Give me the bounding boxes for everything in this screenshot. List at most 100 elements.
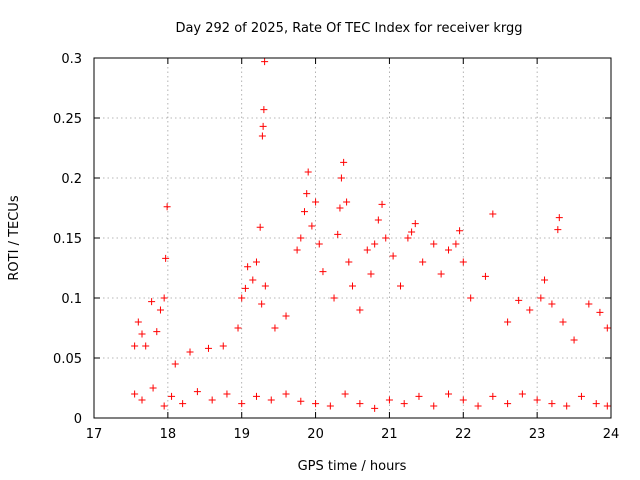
data-point xyxy=(345,258,353,266)
data-point xyxy=(186,348,194,356)
data-point xyxy=(541,276,549,284)
data-point xyxy=(445,246,453,254)
y-tick-label: 0 xyxy=(74,412,82,427)
data-point xyxy=(533,396,541,404)
data-point xyxy=(336,204,344,212)
data-point xyxy=(259,122,267,130)
data-point xyxy=(219,342,227,350)
data-point xyxy=(261,58,269,66)
data-point xyxy=(252,258,260,266)
x-tick-label: 19 xyxy=(233,427,250,442)
chart-title: Day 292 of 2025, Rate Of TEC Index for r… xyxy=(175,21,522,36)
data-point xyxy=(297,397,305,405)
data-point xyxy=(153,328,161,336)
data-point xyxy=(489,210,497,218)
data-point xyxy=(131,342,139,350)
data-point xyxy=(389,252,397,260)
data-point xyxy=(382,234,390,242)
data-point xyxy=(585,300,593,308)
data-point xyxy=(356,306,364,314)
data-point xyxy=(596,308,604,316)
y-tick-label: 0.1 xyxy=(61,292,82,307)
data-point xyxy=(340,158,348,166)
data-point xyxy=(179,400,187,408)
data-point xyxy=(385,396,393,404)
data-point xyxy=(467,294,475,302)
data-point xyxy=(570,336,578,344)
data-point xyxy=(430,402,438,410)
data-point xyxy=(411,220,419,228)
data-point xyxy=(223,390,231,398)
data-point xyxy=(261,282,269,290)
data-point xyxy=(330,294,338,302)
data-point xyxy=(474,402,482,410)
data-point xyxy=(326,402,334,410)
data-point xyxy=(489,392,497,400)
data-point xyxy=(293,246,301,254)
data-point xyxy=(282,390,290,398)
y-tick-label: 0.3 xyxy=(61,52,82,67)
y-tick-label: 0.2 xyxy=(61,172,82,187)
data-point xyxy=(258,300,266,308)
data-point xyxy=(445,390,453,398)
data-point xyxy=(312,400,320,408)
data-point xyxy=(397,282,405,290)
y-tick-label: 0.05 xyxy=(53,352,82,367)
data-point xyxy=(156,306,164,314)
data-point xyxy=(437,270,445,278)
data-point xyxy=(452,240,460,248)
data-point xyxy=(249,276,257,284)
data-point xyxy=(430,240,438,248)
data-point xyxy=(319,268,327,276)
data-point xyxy=(349,282,356,290)
data-point xyxy=(459,396,467,404)
data-point xyxy=(367,270,375,278)
data-point xyxy=(308,222,316,230)
data-point xyxy=(160,294,168,302)
data-point xyxy=(337,174,345,182)
data-point xyxy=(378,200,386,208)
x-tick-label: 23 xyxy=(529,427,546,442)
data-point xyxy=(193,388,201,396)
data-point xyxy=(603,402,611,410)
data-point xyxy=(256,223,264,231)
data-point xyxy=(315,240,323,248)
data-point xyxy=(419,258,427,266)
data-point xyxy=(537,294,545,302)
data-point xyxy=(504,318,512,326)
data-point xyxy=(271,324,279,332)
data-point xyxy=(238,294,246,302)
data-point xyxy=(171,360,179,368)
data-point xyxy=(303,190,311,198)
data-point xyxy=(356,400,364,408)
x-tick-label: 24 xyxy=(603,427,620,442)
data-point xyxy=(559,318,567,326)
data-point xyxy=(515,296,523,304)
x-tick-label: 20 xyxy=(307,427,324,442)
y-tick-label: 0.25 xyxy=(53,112,82,127)
data-point xyxy=(138,330,146,338)
data-point xyxy=(241,284,249,292)
data-point xyxy=(415,392,423,400)
data-point xyxy=(363,246,371,254)
data-point xyxy=(577,392,585,400)
data-point xyxy=(504,400,512,408)
data-point xyxy=(267,396,275,404)
data-point xyxy=(400,400,408,408)
data-point xyxy=(234,324,242,332)
data-point xyxy=(163,203,171,211)
x-tick-label: 21 xyxy=(381,427,398,442)
data-points xyxy=(131,58,611,412)
data-point xyxy=(260,106,268,114)
axis-ticks: 17 18 19 20 21 22 23 24 0 0.05 0.1 0.15 0.2 0.25 0.3 xyxy=(53,52,619,442)
data-point xyxy=(244,263,252,271)
data-point xyxy=(371,240,379,248)
data-point xyxy=(603,324,611,332)
x-tick-label: 17 xyxy=(86,427,103,442)
data-point xyxy=(238,400,246,408)
data-point xyxy=(374,216,382,224)
data-point xyxy=(334,230,342,238)
data-point xyxy=(563,402,571,410)
data-point xyxy=(168,392,176,400)
grid-lines xyxy=(94,58,611,418)
